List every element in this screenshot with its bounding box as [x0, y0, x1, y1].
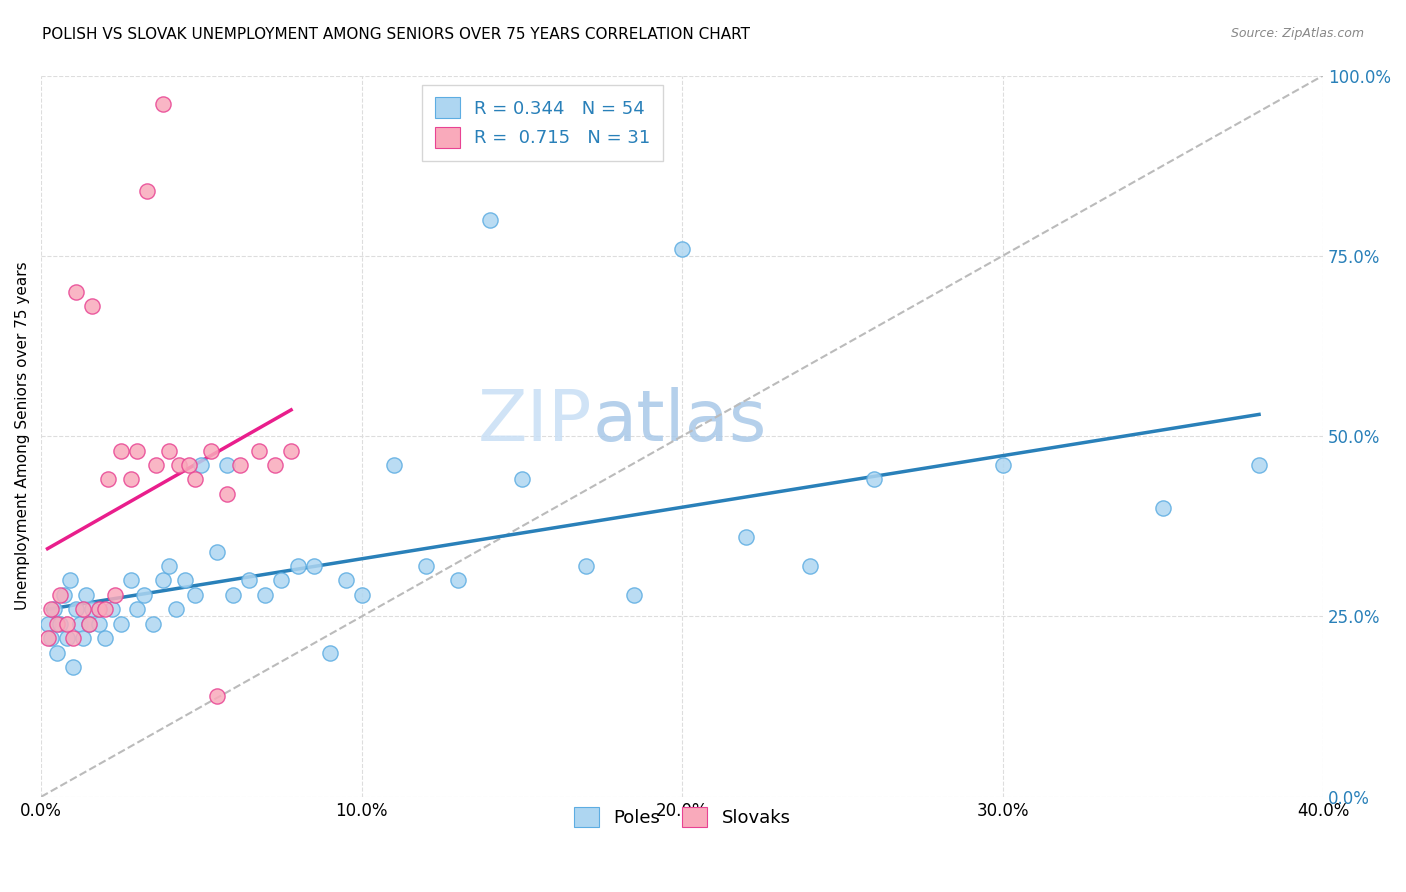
Point [229, 458, 252, 472]
Point [49, 588, 72, 602]
Point [120, 472, 142, 486]
Point [254, 588, 277, 602]
Point [42, 602, 65, 616]
Point [478, 212, 501, 227]
Point [49, 616, 72, 631]
Point [238, 574, 260, 588]
Point [72, 631, 94, 645]
Point [167, 458, 190, 472]
Point [97, 472, 120, 486]
Point [77, 616, 100, 631]
Text: ZIP: ZIP [478, 387, 592, 456]
Point [145, 458, 167, 472]
Point [335, 574, 357, 588]
Point [62, 660, 84, 674]
Point [37, 616, 59, 631]
Point [77, 616, 100, 631]
Point [94, 631, 117, 645]
Point [39, 602, 62, 616]
Point [135, 184, 157, 198]
Point [100, 602, 122, 616]
Text: atlas: atlas [592, 387, 766, 456]
Point [65, 285, 87, 299]
Point [382, 458, 405, 472]
Point [94, 602, 117, 616]
Point [142, 616, 165, 631]
Point [55, 631, 77, 645]
Point [200, 443, 222, 458]
Point [59, 574, 82, 588]
Point [46, 616, 69, 631]
Point [69, 616, 91, 631]
Point [152, 574, 174, 588]
Point [991, 458, 1014, 472]
Point [177, 458, 200, 472]
Point [1247, 458, 1270, 472]
Point [127, 602, 149, 616]
Point [280, 443, 302, 458]
Point [207, 544, 229, 558]
Point [46, 646, 69, 660]
Point [447, 574, 470, 588]
Point [215, 487, 238, 501]
Point [575, 559, 598, 574]
Text: POLISH VS SLOVAK UNEMPLOYMENT AMONG SENIORS OVER 75 YEARS CORRELATION CHART: POLISH VS SLOVAK UNEMPLOYMENT AMONG SENI… [42, 27, 751, 42]
Point [270, 574, 292, 588]
Point [184, 588, 207, 602]
Point [120, 574, 142, 588]
Point [72, 602, 94, 616]
Point [87, 602, 110, 616]
Point [222, 588, 245, 602]
Point [863, 472, 886, 486]
Point [82, 299, 104, 313]
Point [75, 588, 97, 602]
Point [157, 559, 180, 574]
Point [37, 631, 59, 645]
Point [127, 443, 149, 458]
Point [287, 559, 309, 574]
Point [510, 472, 533, 486]
Text: Source: ZipAtlas.com: Source: ZipAtlas.com [1230, 27, 1364, 40]
Point [110, 616, 132, 631]
Point [190, 458, 212, 472]
Point [799, 559, 821, 574]
Point [55, 616, 77, 631]
Point [247, 443, 270, 458]
Legend: Poles, Slovaks: Poles, Slovaks [567, 799, 797, 835]
Point [82, 602, 104, 616]
Point [318, 646, 340, 660]
Point [62, 631, 84, 645]
Point [735, 530, 758, 544]
Point [1152, 501, 1174, 516]
Point [207, 689, 229, 703]
Point [65, 602, 87, 616]
Point [152, 97, 174, 112]
Point [165, 602, 187, 616]
Point [264, 458, 287, 472]
Point [623, 588, 645, 602]
Point [39, 631, 62, 645]
Point [52, 588, 75, 602]
Point [671, 242, 693, 256]
Point [215, 458, 238, 472]
Point [110, 443, 132, 458]
Point [132, 588, 155, 602]
Point [87, 616, 110, 631]
Point [174, 574, 197, 588]
Point [157, 443, 180, 458]
Point [184, 472, 207, 486]
Point [302, 559, 325, 574]
Point [350, 588, 373, 602]
Point [415, 559, 437, 574]
Y-axis label: Unemployment Among Seniors over 75 years: Unemployment Among Seniors over 75 years [15, 262, 30, 610]
Point [104, 588, 127, 602]
